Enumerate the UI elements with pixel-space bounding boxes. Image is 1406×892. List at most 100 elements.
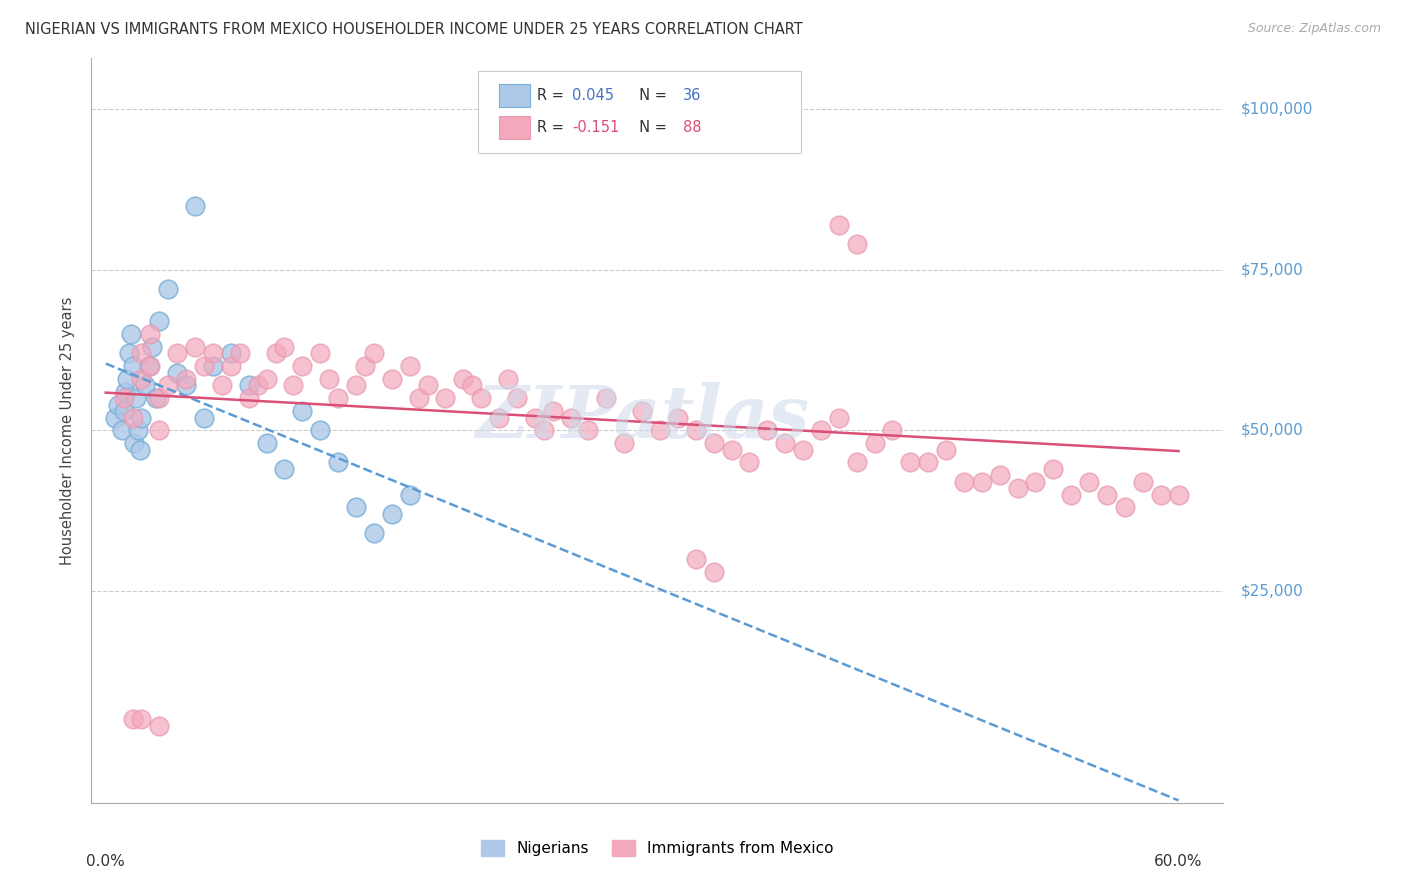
Point [139, 327, 162, 342]
Point [201, 346, 224, 360]
Point [134, 378, 156, 392]
Point [720, 135, 742, 149]
Text: $75,000: $75,000 [1241, 262, 1303, 277]
Point [211, 378, 233, 392]
Point [112, 404, 135, 418]
Point [828, 410, 851, 425]
Point [828, 218, 851, 232]
Point [685, 423, 707, 437]
Point [193, 359, 215, 374]
Point [1149, 487, 1171, 501]
Point [470, 392, 492, 406]
Point [578, 423, 600, 437]
Point [408, 392, 430, 406]
Point [461, 378, 484, 392]
Point [114, 384, 136, 399]
Point [318, 372, 340, 386]
Point [898, 455, 921, 469]
Point [685, 551, 707, 566]
Text: ZIPatlas: ZIPatlas [475, 382, 810, 453]
Point [648, 423, 671, 437]
Point [363, 526, 385, 541]
Y-axis label: Householder Income Under 25 years: Householder Income Under 25 years [60, 296, 76, 565]
Point [291, 404, 314, 418]
Point [1024, 475, 1046, 489]
Point [1007, 481, 1029, 495]
Point [139, 359, 162, 374]
Point [166, 366, 188, 380]
Point [1095, 487, 1118, 501]
Point [1042, 462, 1064, 476]
Point [256, 372, 278, 386]
Point [988, 468, 1011, 483]
Point [523, 410, 546, 425]
Point [560, 410, 582, 425]
Point [541, 404, 564, 418]
Point [1132, 475, 1154, 489]
Point [595, 392, 617, 406]
Text: R =: R = [537, 120, 568, 135]
Point [174, 372, 197, 386]
Point [193, 410, 215, 425]
Text: -0.151: -0.151 [572, 120, 620, 135]
Point [917, 455, 939, 469]
Point [398, 487, 420, 501]
Point [416, 378, 439, 392]
Point [201, 359, 224, 374]
Point [344, 378, 367, 392]
Text: $25,000: $25,000 [1241, 583, 1303, 599]
Point [398, 359, 420, 374]
Point [453, 372, 475, 386]
Text: N =: N = [630, 88, 672, 103]
Point [256, 436, 278, 450]
Point [703, 436, 725, 450]
Point [131, 372, 153, 386]
Text: 0.045: 0.045 [572, 88, 614, 103]
Point [1060, 487, 1083, 501]
Point [125, 392, 148, 406]
Point [128, 442, 150, 457]
Point [184, 340, 207, 354]
Point [496, 372, 519, 386]
Point [309, 423, 332, 437]
Point [326, 455, 349, 469]
Point [184, 199, 207, 213]
Point [246, 378, 269, 392]
Point [738, 455, 761, 469]
Point [145, 392, 167, 406]
Text: 60.0%: 60.0% [1154, 855, 1202, 869]
Text: Source: ZipAtlas.com: Source: ZipAtlas.com [1247, 22, 1381, 36]
Point [138, 359, 160, 374]
Text: $100,000: $100,000 [1241, 102, 1313, 117]
Point [1114, 500, 1136, 515]
Point [845, 455, 868, 469]
Point [148, 719, 170, 733]
Point [309, 346, 332, 360]
Point [112, 392, 135, 406]
Point [120, 327, 142, 342]
Point [863, 436, 886, 450]
Point [273, 340, 295, 354]
Point [434, 392, 457, 406]
Point [121, 712, 143, 726]
Point [148, 392, 170, 406]
Point [810, 423, 832, 437]
Point [273, 462, 295, 476]
Text: $50,000: $50,000 [1241, 423, 1303, 438]
Point [935, 442, 957, 457]
Point [118, 346, 141, 360]
Point [166, 346, 188, 360]
Point [141, 340, 163, 354]
Point [363, 346, 385, 360]
Point [720, 442, 742, 457]
Point [107, 398, 129, 412]
Point [506, 392, 529, 406]
Point [104, 410, 127, 425]
Point [219, 346, 242, 360]
Point [792, 442, 814, 457]
Text: 0.0%: 0.0% [86, 855, 125, 869]
Point [738, 115, 761, 129]
Point [666, 410, 689, 425]
Point [115, 372, 138, 386]
Point [970, 475, 993, 489]
